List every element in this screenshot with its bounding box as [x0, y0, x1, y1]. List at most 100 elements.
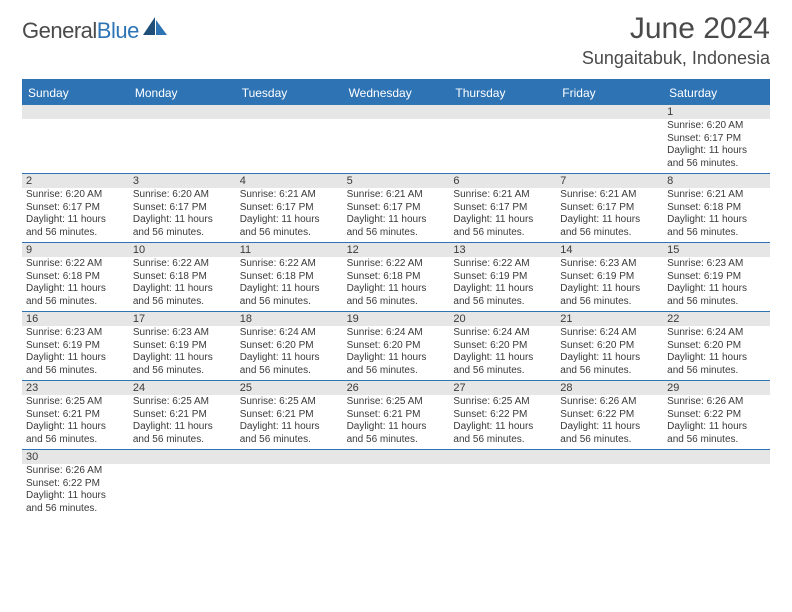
- daylight-line: Daylight: 11 hours and 56 minutes.: [347, 214, 446, 239]
- sunset-line: Sunset: 6:17 PM: [453, 202, 552, 215]
- daylight-line: Daylight: 11 hours and 56 minutes.: [26, 421, 125, 446]
- day-info-cell: [556, 119, 663, 173]
- day-header-cell: Saturday: [663, 81, 770, 105]
- day-info-row: Sunrise: 6:20 AMSunset: 6:17 PMDaylight:…: [22, 188, 770, 243]
- sunrise-line: Sunrise: 6:26 AM: [667, 396, 766, 409]
- day-header-cell: Sunday: [22, 81, 129, 105]
- daylight-line: Daylight: 11 hours and 56 minutes.: [347, 421, 446, 446]
- sunset-line: Sunset: 6:19 PM: [453, 271, 552, 284]
- day-number: 2: [22, 174, 129, 188]
- day-info-row: Sunrise: 6:25 AMSunset: 6:21 PMDaylight:…: [22, 395, 770, 450]
- sunrise-line: Sunrise: 6:22 AM: [347, 258, 446, 271]
- day-number: [449, 450, 556, 464]
- sunrise-line: Sunrise: 6:25 AM: [240, 396, 339, 409]
- day-info-cell: Sunrise: 6:24 AMSunset: 6:20 PMDaylight:…: [556, 326, 663, 380]
- sunset-line: Sunset: 6:19 PM: [26, 340, 125, 353]
- sunrise-line: Sunrise: 6:24 AM: [453, 327, 552, 340]
- day-number: 15: [663, 243, 770, 257]
- day-info-cell: Sunrise: 6:24 AMSunset: 6:20 PMDaylight:…: [663, 326, 770, 380]
- sunset-line: Sunset: 6:21 PM: [240, 409, 339, 422]
- day-info-cell: Sunrise: 6:22 AMSunset: 6:18 PMDaylight:…: [22, 257, 129, 311]
- day-number: 11: [236, 243, 343, 257]
- day-number: 17: [129, 312, 236, 326]
- sunrise-line: Sunrise: 6:23 AM: [667, 258, 766, 271]
- daylight-line: Daylight: 11 hours and 56 minutes.: [453, 214, 552, 239]
- day-header-row: SundayMondayTuesdayWednesdayThursdayFrid…: [22, 81, 770, 105]
- day-info-cell: Sunrise: 6:25 AMSunset: 6:21 PMDaylight:…: [343, 395, 450, 449]
- sunset-line: Sunset: 6:17 PM: [133, 202, 232, 215]
- daylight-line: Daylight: 11 hours and 56 minutes.: [26, 490, 125, 515]
- day-info-cell: [129, 119, 236, 173]
- day-info-cell: Sunrise: 6:21 AMSunset: 6:18 PMDaylight:…: [663, 188, 770, 242]
- sunrise-line: Sunrise: 6:24 AM: [560, 327, 659, 340]
- day-info-cell: Sunrise: 6:25 AMSunset: 6:22 PMDaylight:…: [449, 395, 556, 449]
- day-info-cell: Sunrise: 6:25 AMSunset: 6:21 PMDaylight:…: [22, 395, 129, 449]
- daylight-line: Daylight: 11 hours and 56 minutes.: [240, 214, 339, 239]
- logo: GeneralBlue: [22, 18, 169, 44]
- day-info-cell: Sunrise: 6:22 AMSunset: 6:18 PMDaylight:…: [129, 257, 236, 311]
- daylight-line: Daylight: 11 hours and 56 minutes.: [667, 421, 766, 446]
- daylight-line: Daylight: 11 hours and 56 minutes.: [667, 214, 766, 239]
- sunrise-line: Sunrise: 6:22 AM: [133, 258, 232, 271]
- daylight-line: Daylight: 11 hours and 56 minutes.: [347, 283, 446, 308]
- sunrise-line: Sunrise: 6:21 AM: [667, 189, 766, 202]
- sunrise-line: Sunrise: 6:23 AM: [133, 327, 232, 340]
- day-info-cell: [236, 464, 343, 518]
- day-info-cell: Sunrise: 6:20 AMSunset: 6:17 PMDaylight:…: [129, 188, 236, 242]
- day-number: [236, 450, 343, 464]
- sunrise-line: Sunrise: 6:20 AM: [667, 120, 766, 133]
- daylight-line: Daylight: 11 hours and 56 minutes.: [26, 283, 125, 308]
- sunset-line: Sunset: 6:19 PM: [560, 271, 659, 284]
- week: 30Sunrise: 6:26 AMSunset: 6:22 PMDayligh…: [22, 450, 770, 518]
- day-info-cell: [449, 119, 556, 173]
- weeks-container: 1Sunrise: 6:20 AMSunset: 6:17 PMDaylight…: [22, 105, 770, 518]
- daylight-line: Daylight: 11 hours and 56 minutes.: [133, 283, 232, 308]
- sunset-line: Sunset: 6:18 PM: [133, 271, 232, 284]
- daylight-line: Daylight: 11 hours and 56 minutes.: [667, 283, 766, 308]
- sunset-line: Sunset: 6:20 PM: [453, 340, 552, 353]
- day-number: [449, 105, 556, 119]
- day-number: 13: [449, 243, 556, 257]
- sunrise-line: Sunrise: 6:23 AM: [560, 258, 659, 271]
- day-info-cell: Sunrise: 6:23 AMSunset: 6:19 PMDaylight:…: [556, 257, 663, 311]
- day-info-cell: Sunrise: 6:21 AMSunset: 6:17 PMDaylight:…: [556, 188, 663, 242]
- sunrise-line: Sunrise: 6:25 AM: [133, 396, 232, 409]
- day-number: 12: [343, 243, 450, 257]
- day-number: 26: [343, 381, 450, 395]
- sunset-line: Sunset: 6:19 PM: [667, 271, 766, 284]
- sunset-line: Sunset: 6:20 PM: [347, 340, 446, 353]
- day-info-cell: Sunrise: 6:22 AMSunset: 6:18 PMDaylight:…: [343, 257, 450, 311]
- day-number: [663, 450, 770, 464]
- day-header-cell: Monday: [129, 81, 236, 105]
- daylight-line: Daylight: 11 hours and 56 minutes.: [240, 352, 339, 377]
- day-info-cell: Sunrise: 6:22 AMSunset: 6:19 PMDaylight:…: [449, 257, 556, 311]
- day-number: 16: [22, 312, 129, 326]
- logo-text-general: General: [22, 18, 97, 43]
- day-number-row: 2345678: [22, 174, 770, 188]
- day-number: 27: [449, 381, 556, 395]
- sail-icon: [141, 15, 169, 42]
- sunset-line: Sunset: 6:21 PM: [347, 409, 446, 422]
- week: 1Sunrise: 6:20 AMSunset: 6:17 PMDaylight…: [22, 105, 770, 174]
- day-header-cell: Friday: [556, 81, 663, 105]
- daylight-line: Daylight: 11 hours and 56 minutes.: [240, 421, 339, 446]
- sunrise-line: Sunrise: 6:24 AM: [667, 327, 766, 340]
- sunrise-line: Sunrise: 6:25 AM: [453, 396, 552, 409]
- day-number: 4: [236, 174, 343, 188]
- day-info-cell: Sunrise: 6:26 AMSunset: 6:22 PMDaylight:…: [22, 464, 129, 518]
- sunset-line: Sunset: 6:17 PM: [667, 133, 766, 146]
- day-number: 29: [663, 381, 770, 395]
- daylight-line: Daylight: 11 hours and 56 minutes.: [26, 352, 125, 377]
- sunset-line: Sunset: 6:18 PM: [26, 271, 125, 284]
- sunset-line: Sunset: 6:18 PM: [667, 202, 766, 215]
- daylight-line: Daylight: 11 hours and 56 minutes.: [240, 283, 339, 308]
- day-info-cell: Sunrise: 6:20 AMSunset: 6:17 PMDaylight:…: [22, 188, 129, 242]
- day-number-row: 1: [22, 105, 770, 119]
- sunset-line: Sunset: 6:18 PM: [240, 271, 339, 284]
- day-number: 9: [22, 243, 129, 257]
- calendar: SundayMondayTuesdayWednesdayThursdayFrid…: [22, 79, 770, 518]
- day-header-cell: Thursday: [449, 81, 556, 105]
- header-row: GeneralBlue June 2024 Sungaitabuk, Indon…: [22, 12, 770, 69]
- day-number: [129, 450, 236, 464]
- day-number: 6: [449, 174, 556, 188]
